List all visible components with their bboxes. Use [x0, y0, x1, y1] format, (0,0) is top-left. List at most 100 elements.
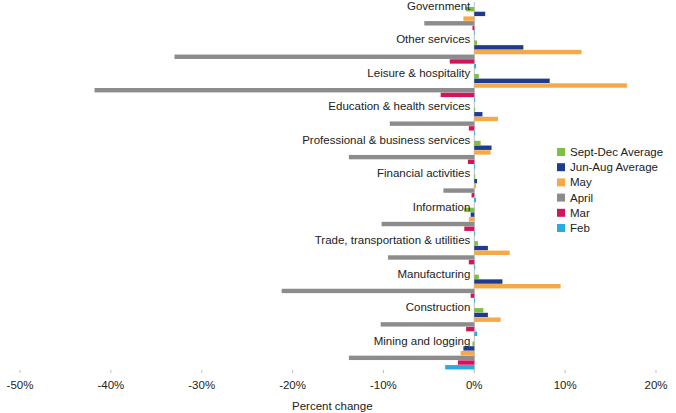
- bar: [466, 327, 474, 331]
- legend-label: Sept-Dec Average: [570, 146, 663, 158]
- bar: [474, 198, 476, 202]
- bar: [474, 332, 477, 336]
- bar: [474, 40, 477, 44]
- tick-mark: [565, 370, 566, 373]
- bar: [463, 346, 474, 350]
- bar: [390, 121, 474, 125]
- legend-label: April: [570, 192, 593, 204]
- category-label: Trade, transportation & utilities: [315, 234, 471, 246]
- bar: [471, 293, 475, 297]
- tick-mark: [383, 370, 384, 373]
- chart: Government Other services Leisure & hospit…: [0, 0, 676, 413]
- bar: [349, 155, 474, 159]
- category-label: Government: [407, 0, 471, 12]
- bar: [463, 16, 474, 20]
- bar: [474, 83, 627, 87]
- tick-mark: [474, 370, 475, 373]
- bar: [474, 265, 476, 269]
- bar: [458, 360, 474, 364]
- bar: [474, 97, 476, 101]
- bar: [381, 322, 475, 326]
- tick-mark: [110, 370, 111, 373]
- tick-label: -30%: [188, 379, 215, 391]
- bar: [474, 284, 560, 288]
- tick-mark: [201, 370, 202, 373]
- bar: [474, 131, 476, 135]
- bar: [474, 279, 502, 283]
- category-label: Education & health services: [328, 100, 470, 112]
- bar: [471, 212, 475, 216]
- tick-mark: [292, 370, 293, 373]
- bar: [474, 241, 478, 245]
- bar: [388, 255, 474, 259]
- bar: [474, 107, 476, 111]
- tick-label: 10%: [554, 379, 577, 391]
- tick-mark: [20, 370, 21, 373]
- axis-label: Percent change: [292, 400, 373, 412]
- bar: [445, 365, 474, 369]
- legend-label: May: [570, 176, 592, 188]
- bar: [474, 275, 479, 279]
- bar: [382, 222, 475, 226]
- bar: [474, 31, 476, 35]
- tick-label: -10%: [370, 379, 397, 391]
- bar: [474, 174, 476, 178]
- legend-swatch: [557, 194, 565, 202]
- bar: [443, 188, 474, 192]
- legend: Sept-Dec Average Jun-Aug Average May April M…: [557, 146, 663, 234]
- bar: [474, 12, 485, 16]
- category-label: Information: [413, 201, 471, 213]
- bar: [472, 26, 474, 30]
- tick-mark: [656, 370, 657, 373]
- category-label: Manufacturing: [397, 268, 470, 280]
- category-label: Professional & business services: [302, 134, 470, 146]
- legend-swatch: [557, 224, 565, 232]
- tick-label: -20%: [279, 379, 306, 391]
- bar: [461, 351, 475, 355]
- legend-label: Jun-Aug Average: [570, 161, 658, 173]
- category-label: Construction: [406, 301, 471, 313]
- bars: [95, 7, 627, 369]
- tick-label: -40%: [97, 379, 124, 391]
- bar: [474, 246, 488, 250]
- bar: [95, 88, 475, 92]
- bar: [441, 93, 475, 97]
- bar: [424, 21, 474, 25]
- tick-label: -50%: [7, 379, 34, 391]
- bar: [472, 342, 474, 346]
- category-label: Leisure & hospitality: [367, 67, 470, 79]
- bar: [474, 179, 477, 183]
- bar: [474, 146, 491, 150]
- bar: [474, 164, 476, 168]
- bar: [474, 117, 498, 121]
- bar: [174, 55, 474, 59]
- bar: [469, 126, 474, 130]
- bar: [469, 217, 474, 221]
- bar: [282, 289, 475, 293]
- legend-label: Feb: [570, 222, 590, 234]
- bar: [474, 74, 479, 78]
- bar: [474, 298, 476, 302]
- bar: [349, 356, 474, 360]
- legend-swatch: [557, 148, 565, 156]
- legend-swatch: [557, 209, 565, 217]
- tick-label: 20%: [644, 379, 667, 391]
- category-label: Mining and logging: [374, 335, 471, 347]
- bar: [474, 64, 476, 68]
- bar: [474, 184, 476, 188]
- category-label: Financial activities: [377, 167, 471, 179]
- bar: [474, 141, 480, 145]
- legend-swatch: [557, 163, 565, 171]
- bar: [474, 231, 476, 235]
- bar: [474, 150, 490, 154]
- bar: [450, 59, 475, 63]
- bar: [474, 317, 500, 321]
- bar: [474, 79, 549, 83]
- legend-label: Mar: [570, 207, 590, 219]
- category-label: Other services: [396, 33, 470, 45]
- bar: [472, 193, 475, 197]
- legend-swatch: [557, 178, 565, 186]
- bar: [469, 260, 474, 264]
- tick-label: 0%: [466, 379, 483, 391]
- bar: [474, 112, 482, 116]
